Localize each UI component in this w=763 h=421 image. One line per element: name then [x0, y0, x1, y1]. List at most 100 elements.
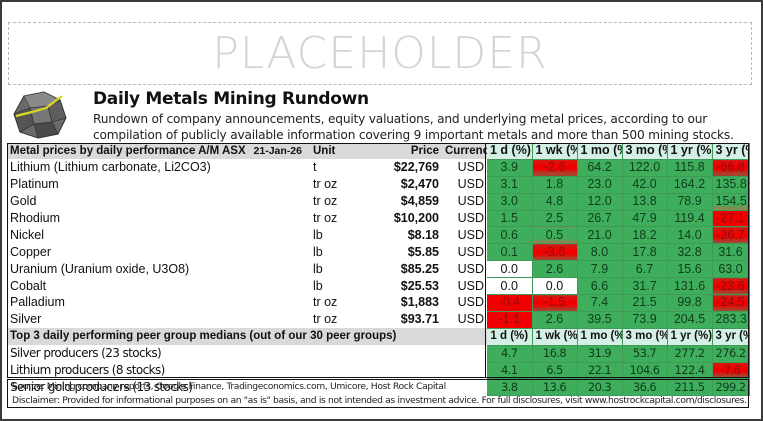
change-1mo: 26.7: [577, 210, 623, 228]
change-1d: -0.4: [487, 294, 533, 312]
metal-name: Nickel: [10, 227, 45, 242]
source-note: Source: Mining company reports, Google F…: [12, 381, 446, 392]
change-3mo: 21.5: [622, 294, 668, 312]
change-1wk: 0.5: [532, 226, 578, 245]
change-3mo: 122.0: [622, 159, 668, 177]
change-3mo: 73.9: [622, 311, 668, 329]
metal-currency: USD: [457, 244, 484, 259]
metal-price: $5.85: [407, 244, 439, 259]
change-3yr: 154.5: [712, 193, 750, 211]
change-1d: 0.6: [487, 226, 533, 245]
change-3mo: 18.2: [622, 226, 668, 245]
metal-currency: USD: [457, 177, 484, 192]
peer-change-3yr: -7.6: [712, 362, 750, 380]
change-3yr: 283.3: [712, 311, 750, 329]
table-row: Palladium tr oz $1,883 USD -0.4 -1.5 7.4…: [7, 294, 750, 312]
change-1mo: 8.0: [577, 243, 623, 262]
peer-change-1yr: 277.2: [667, 345, 713, 363]
table-row: Cobalt lb $25.53 USD 0.0 0.0 6.6 31.7 13…: [7, 277, 750, 296]
table-row: Rhodium tr oz $10,200 USD 1.5 2.5 26.7 4…: [7, 210, 750, 228]
change-1mo: 64.2: [577, 159, 623, 177]
change-1d: -1.1: [487, 311, 533, 329]
metal-currency: USD: [457, 278, 484, 293]
peer-group-name: Senior gold producers (13 stocks): [10, 379, 193, 394]
peer-period-header-3mo: 3 mo (%): [622, 328, 668, 346]
price-header: Price: [373, 143, 442, 160]
metal-price: $1,883: [400, 295, 439, 310]
metals-table-header: Metal prices by daily performance A/M AS…: [7, 143, 750, 160]
disclaimer-note: Disclaimer: Provided for informational p…: [12, 395, 747, 406]
peer-change-3mo: 53.7: [622, 345, 668, 363]
metal-currency: USD: [457, 211, 484, 225]
change-3yr: -23.6: [712, 277, 750, 296]
peer-table-title: Top 3 daily performing peer group median…: [7, 328, 487, 346]
change-3yr: 135.8: [712, 176, 750, 194]
change-3mo: 31.7: [622, 277, 668, 296]
metal-unit: lb: [313, 261, 323, 276]
page-subtitle: Rundown of company announcements, equity…: [93, 112, 734, 142]
change-1d: 0.0: [487, 277, 533, 296]
metal-currency: USD: [457, 227, 484, 242]
table-row: Copper lb $5.85 USD 0.1 -3.6 8.0 17.8 32…: [7, 243, 750, 262]
change-3mo: 6.7: [622, 260, 668, 279]
table-row: Platinum tr oz $2,470 USD 3.1 1.8 23.0 4…: [7, 176, 750, 194]
metals-table: Metal prices by daily performance A/M AS…: [7, 143, 750, 397]
metals-table-date: 21-Jan-26: [250, 143, 310, 160]
metal-name: Uranium (Uranium oxide, U3O8): [10, 261, 190, 276]
change-1d: 0.1: [487, 243, 533, 262]
metals-table-title: Metal prices by daily performance A/M AS…: [7, 143, 250, 160]
metal-unit: lb: [313, 244, 323, 259]
change-1d: 1.5: [487, 210, 533, 228]
metal-currency: USD: [457, 160, 484, 175]
period-header-1mo: 1 mo (%): [577, 143, 623, 160]
peer-change-1mo: 20.3: [577, 378, 623, 397]
table-row: Uranium (Uranium oxide, U3O8) lb $85.25 …: [7, 260, 750, 279]
peer-change-1wk: 16.8: [532, 345, 578, 363]
ore-rock-icon: [13, 91, 67, 139]
change-3yr: -24.5: [712, 294, 750, 312]
change-1d: 3.1: [487, 176, 533, 194]
footer: Source: Mining company reports, Google F…: [7, 379, 749, 408]
metal-unit: lb: [313, 227, 323, 242]
change-3yr: 31.6: [712, 243, 750, 262]
peer-change-3yr: 299.2: [712, 378, 750, 397]
peer-change-1d: 4.1: [487, 362, 533, 380]
metal-unit: lb: [313, 278, 323, 293]
change-1wk: 0.0: [532, 277, 578, 296]
change-3yr: -27.1: [712, 210, 750, 228]
change-1mo: 6.6: [577, 277, 623, 296]
peer-change-1d: 3.8: [487, 378, 533, 397]
unit-header: Unit: [310, 143, 373, 160]
change-1wk: -1.5: [532, 294, 578, 312]
metal-price: $22,769: [393, 160, 439, 175]
peer-row: Silver producers (23 stocks) 4.7 16.8 31…: [7, 345, 750, 363]
change-1yr: 119.4: [667, 210, 713, 228]
peer-row: Lithium producers (8 stocks) 4.1 6.5 22.…: [7, 362, 750, 380]
metal-price: $10,200: [393, 211, 439, 225]
metal-currency: USD: [457, 312, 484, 327]
peer-table-header: Top 3 daily performing peer group median…: [7, 328, 750, 346]
peer-row: Senior gold producers (13 stocks) 3.8 13…: [7, 378, 750, 397]
metal-unit: tr oz: [313, 295, 338, 310]
change-1wk: 2.5: [532, 210, 578, 228]
table-row: Lithium (Lithium carbonate, Li2CO3) t $2…: [7, 159, 750, 177]
change-1mo: 7.4: [577, 294, 623, 312]
peer-group-name: Silver producers (23 stocks): [10, 346, 162, 361]
change-3mo: 13.8: [622, 193, 668, 211]
change-3mo: 42.0: [622, 176, 668, 194]
metal-price: $25.53: [400, 278, 439, 293]
change-1yr: 164.2: [667, 176, 713, 194]
metal-price: $2,470: [400, 177, 439, 192]
metal-unit: tr oz: [313, 194, 338, 209]
change-1wk: -3.6: [532, 243, 578, 262]
period-header-1d: 1 d (%): [487, 143, 533, 160]
metal-name: Cobalt: [10, 278, 47, 293]
change-1d: 3.9: [487, 159, 533, 177]
peer-change-1wk: 13.6: [532, 378, 578, 397]
period-header-1wk: 1 wk (%): [532, 143, 578, 160]
peer-change-1wk: 6.5: [532, 362, 578, 380]
change-1mo: 21.0: [577, 226, 623, 245]
change-3yr: 63.0: [712, 260, 750, 279]
metal-currency: USD: [457, 261, 484, 276]
